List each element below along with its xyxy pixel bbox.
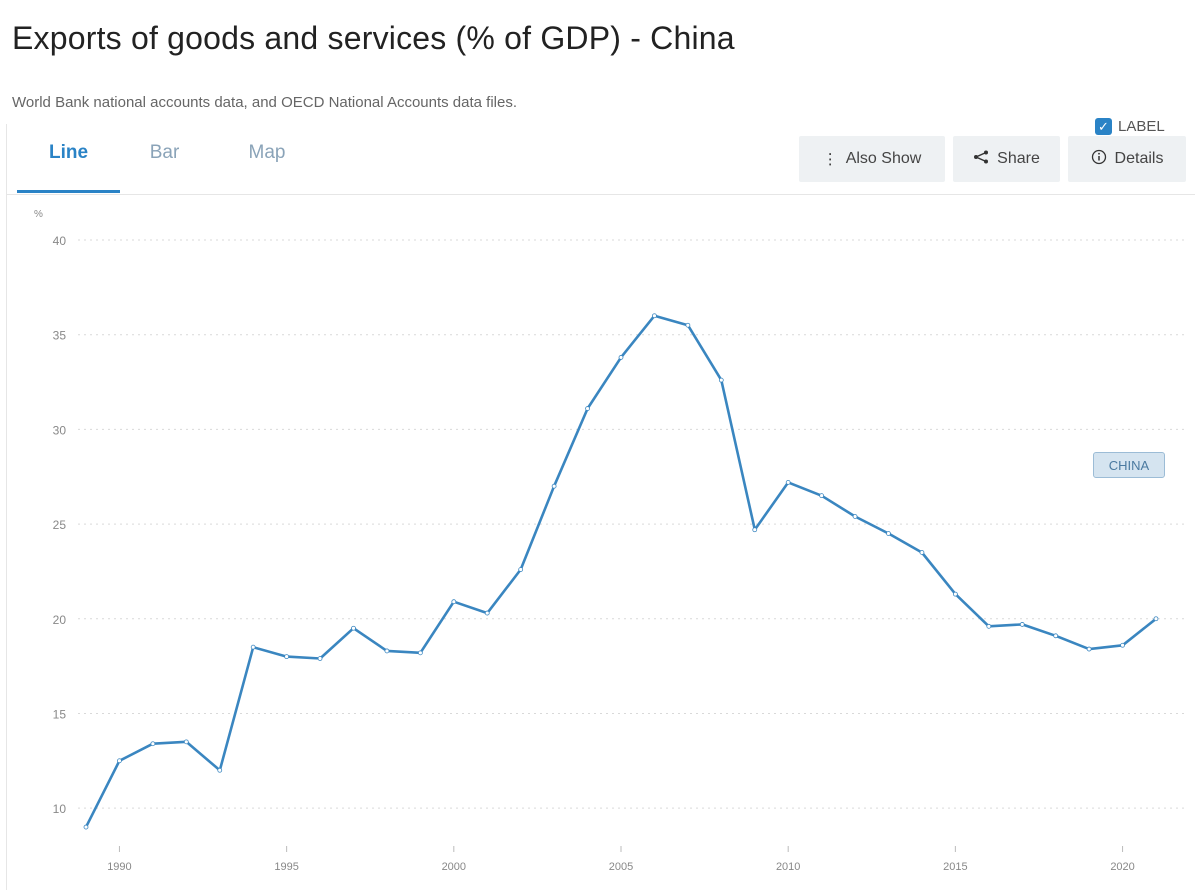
data-point (1153, 616, 1159, 622)
data-point (852, 514, 858, 519)
data-point (952, 591, 958, 597)
x-tick-label: 2005 (609, 861, 633, 873)
data-point (1120, 642, 1125, 648)
data-point (1086, 646, 1092, 652)
data-point (284, 654, 290, 660)
series-line-china (84, 314, 1157, 828)
y-tick-label: 40 (53, 234, 67, 248)
source-note: World Bank national accounts data, and O… (12, 94, 518, 111)
details-label: Details (1114, 150, 1164, 167)
data-point (518, 567, 524, 572)
active-tab-indicator (17, 190, 120, 193)
data-point (484, 610, 490, 616)
also-show-button[interactable]: ⋮ Also Show (799, 136, 945, 182)
data-point (384, 648, 390, 654)
label-toggle[interactable]: ✓ LABEL (1095, 118, 1165, 135)
data-point (986, 623, 992, 629)
data-point (451, 599, 457, 605)
data-point (886, 531, 891, 536)
tab-bar[interactable]: Bar (149, 142, 180, 163)
vertical-dots-icon: ⋮ (822, 151, 838, 168)
y-tick-label: 15 (53, 707, 67, 721)
data-point (150, 741, 156, 747)
data-point (752, 527, 758, 533)
x-tick-label: 2010 (776, 861, 800, 873)
data-point (585, 406, 590, 411)
data-point (83, 824, 89, 830)
data-point (1053, 633, 1059, 639)
label-checkbox[interactable]: ✓ (1095, 118, 1112, 135)
view-tabbar: Line Bar Map ⋮ Also Show Share (7, 124, 1195, 195)
tab-map[interactable]: Map (248, 142, 286, 163)
x-tick-label: 2000 (442, 861, 466, 873)
label-toggle-text: LABEL (1118, 118, 1165, 135)
y-unit-label: % (34, 209, 43, 220)
details-button[interactable]: Details (1068, 136, 1186, 182)
data-point (685, 322, 691, 328)
y-tick-label: 20 (53, 613, 67, 627)
y-tick-label: 10 (53, 802, 67, 816)
data-point (317, 656, 323, 661)
y-tick-label: 35 (53, 329, 67, 343)
y-tick-label: 25 (53, 518, 67, 532)
data-point (117, 758, 122, 764)
chart-panel: Line Bar Map ⋮ Also Show Share (6, 124, 1195, 890)
share-icon (973, 150, 989, 168)
info-icon (1091, 149, 1107, 169)
data-point (351, 625, 356, 631)
share-button[interactable]: Share (953, 136, 1060, 182)
data-point (250, 644, 256, 650)
data-point (652, 313, 657, 319)
share-label: Share (997, 150, 1040, 167)
data-point (183, 739, 189, 745)
data-point (718, 377, 724, 383)
x-tick-label: 2015 (943, 861, 967, 873)
data-point (417, 650, 423, 656)
data-point (1019, 622, 1025, 627)
data-point (618, 355, 624, 360)
page-title: Exports of goods and services (% of GDP)… (12, 20, 735, 56)
data-point (217, 767, 223, 773)
data-point (819, 493, 825, 499)
x-tick-label: 2020 (1110, 861, 1134, 873)
tab-line[interactable]: Line (48, 142, 89, 163)
also-show-label: Also Show (845, 150, 922, 167)
data-point (551, 483, 557, 489)
x-tick-label: 1995 (274, 861, 298, 873)
data-point (785, 479, 791, 485)
x-tick-label: 1990 (107, 861, 131, 873)
y-tick-label: 30 (53, 423, 67, 437)
data-point (919, 550, 925, 555)
series-label-china: CHINA (1093, 452, 1165, 478)
